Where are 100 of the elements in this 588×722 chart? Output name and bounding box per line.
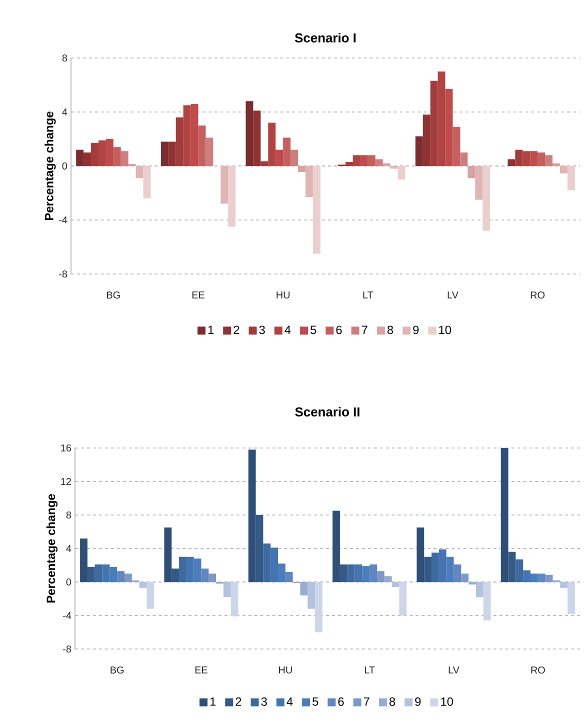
bar [98, 140, 106, 166]
legend-label: 8 [389, 697, 396, 706]
x-tick-label: RO [530, 292, 545, 299]
legend-label: 6 [338, 697, 344, 706]
chart-title: Scenario II [295, 406, 360, 416]
bar [198, 125, 206, 166]
bar [370, 564, 377, 582]
bar [80, 538, 88, 582]
bar [179, 556, 186, 582]
legend-label: 7 [364, 697, 370, 706]
bar [228, 166, 236, 227]
bar [454, 564, 462, 582]
bar [113, 147, 121, 166]
bar [87, 566, 95, 582]
bar [476, 582, 484, 598]
bar [124, 574, 132, 582]
y-tick-label: 12 [61, 478, 71, 485]
legend-label: 4 [286, 697, 293, 706]
bar [430, 80, 438, 166]
legend-label: 9 [415, 697, 421, 706]
y-tick-label: -8 [59, 270, 68, 278]
chart-title: Scenario I [294, 32, 356, 42]
bar [392, 582, 400, 588]
bar [276, 150, 284, 166]
y-tick-label: 4 [62, 108, 68, 116]
bar [136, 166, 144, 178]
bar [347, 564, 355, 582]
bar [253, 110, 261, 166]
bar [260, 161, 268, 166]
x-tick-label: LV [448, 292, 458, 298]
bar [220, 166, 228, 204]
bar [201, 568, 209, 582]
bar [300, 582, 308, 596]
bar [305, 166, 313, 198]
bar [567, 166, 575, 190]
bar [106, 138, 114, 166]
bar [376, 571, 384, 582]
bar [560, 166, 568, 174]
bar [256, 514, 264, 582]
bar [208, 574, 216, 582]
y-axis-title: Percentage change [46, 494, 58, 603]
bar [475, 166, 483, 200]
bar [482, 166, 490, 231]
bar [568, 582, 575, 614]
x-tick-label: LT [363, 292, 374, 298]
legend-label: 2 [234, 326, 240, 334]
bar [368, 155, 376, 166]
bar [398, 166, 406, 180]
bar [538, 574, 546, 582]
legend-label: 4 [284, 326, 291, 334]
bar [263, 543, 271, 582]
bar [515, 150, 523, 166]
x-tick-label: RO [531, 666, 545, 674]
legend-label: 3 [259, 326, 265, 334]
bar [91, 143, 98, 166]
bar [552, 163, 560, 166]
legend-label: 3 [261, 697, 267, 706]
bar [143, 166, 151, 198]
bar [312, 166, 320, 254]
legend-label: 8 [387, 326, 394, 334]
bar [290, 150, 298, 166]
bar [298, 166, 306, 172]
y-tick-label: 0 [66, 578, 72, 586]
bar [146, 582, 154, 609]
bar [120, 151, 128, 166]
y-tick-label: -8 [63, 645, 72, 653]
bar [508, 552, 516, 582]
legend-label: 5 [312, 697, 318, 706]
bar [432, 552, 439, 582]
y-tick-label: 0 [62, 162, 68, 170]
bar [508, 159, 516, 166]
bar [460, 152, 468, 166]
bar [84, 152, 92, 166]
y-tick-label: 16 [61, 444, 72, 452]
y-axis-title: Percentage change [44, 112, 56, 220]
bar [168, 142, 176, 166]
bar [545, 574, 553, 582]
bar [352, 155, 360, 166]
bar [522, 151, 530, 166]
x-tick-label: EE [192, 292, 204, 298]
bar [283, 138, 291, 166]
legend-label: 6 [336, 326, 342, 334]
bar [332, 510, 340, 582]
x-tick-label: LV [448, 666, 460, 674]
bar [315, 582, 322, 632]
bar [230, 582, 238, 616]
bar [468, 166, 476, 178]
bar [445, 89, 453, 166]
bar [346, 162, 353, 166]
bar [308, 582, 316, 609]
bar [375, 159, 383, 166]
x-tick-label: BG [110, 666, 124, 674]
legend-label: 10 [439, 326, 452, 334]
legend-label: 1 [208, 326, 214, 334]
bar [415, 136, 423, 166]
bar [248, 450, 256, 582]
bar [516, 559, 524, 582]
bar [164, 528, 172, 582]
legend-label: 5 [310, 326, 316, 334]
x-tick-label: HU [276, 292, 290, 298]
